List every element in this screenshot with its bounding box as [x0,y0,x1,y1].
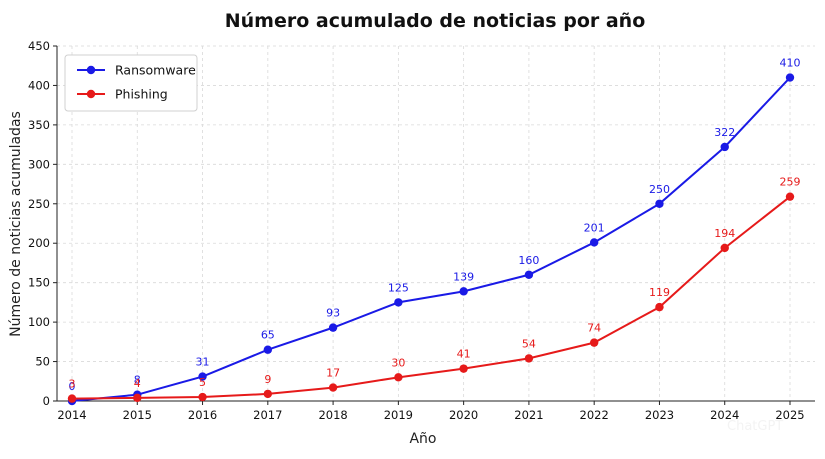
series-line-phishing [71,195,791,400]
data-label-ransomware: 160 [518,254,539,267]
legend-marker-ransomware [86,65,96,75]
data-label-phishing: 3 [69,378,76,391]
legend-label-ransomware: Ransomware [115,63,196,78]
data-label-ransomware: 125 [388,281,409,294]
x-tick-label: 2017 [253,408,282,422]
data-label-ransomware: 139 [453,270,474,283]
x-tick-label: 2020 [449,408,478,422]
data-point-ransomware [328,323,338,332]
y-tick-label: 300 [28,157,50,171]
chart-title: Número acumulado de noticias por año [225,10,646,32]
data-point-ransomware [459,287,468,296]
data-label-ransomware: 31 [196,356,210,369]
data-point-phishing [328,383,338,392]
x-tick-label: 2014 [57,408,86,422]
legend: Ransomware Phishing [64,54,198,112]
data-point-phishing [655,302,664,312]
data-point-ransomware [524,270,534,279]
x-tick-label: 2024 [710,408,739,422]
data-point-phishing [524,354,534,363]
data-point-phishing [589,338,599,347]
data-label-phishing: 259 [780,176,801,189]
data-point-ransomware [198,372,207,381]
y-tick-label: 100 [28,315,50,329]
data-label-ransomware: 250 [649,183,670,196]
data-label-phishing: 5 [199,376,206,389]
y-tick-label: 350 [28,118,50,132]
legend-marker-phishing [86,89,96,99]
data-label-ransomware: 93 [326,307,340,320]
data-label-phishing: 9 [264,373,271,386]
data-point-phishing [394,373,403,382]
data-label-phishing: 54 [522,337,536,350]
data-point-phishing [198,392,207,402]
series-lines [67,73,795,406]
data-label-phishing: 74 [587,322,601,335]
y-tick-label: 250 [28,197,50,211]
data-label-phishing: 194 [714,227,735,240]
data-point-ransomware [655,199,664,208]
data-label-ransomware: 0 [69,380,76,393]
axes [53,45,815,405]
data-point-phishing [133,393,142,403]
data-label-ransomware: 410 [780,57,801,70]
y-tick-label: 50 [35,355,50,369]
data-labels: 0 8 31 65 93 125 139 160 201 250 322 410 3 4 5 9 17 30 41 5… [69,57,801,393]
data-label-ransomware: 65 [261,329,275,342]
x-tick-label: 2021 [514,408,543,422]
data-label-ransomware: 322 [714,126,735,139]
data-point-phishing [459,364,468,373]
legend-label-phishing: Phishing [115,87,168,102]
data-label-ransomware: 8 [134,374,141,387]
y-tick-label: 150 [28,276,50,290]
x-tick-label: 2023 [645,408,674,422]
x-tick-label: 2015 [123,408,152,422]
data-point-phishing [720,243,729,253]
data-label-phishing: 41 [457,348,471,361]
x-tick-label: 2018 [318,408,347,422]
series-line-ransomware [71,76,791,402]
data-label-phishing: 119 [649,286,670,299]
y-tick-label: 0 [43,394,50,408]
data-point-ransomware [720,142,729,152]
data-label-phishing: 4 [134,377,141,390]
data-point-phishing [263,389,273,399]
y-tick-label: 200 [28,236,50,250]
data-point-ransomware [785,73,795,82]
y-tick-label: 400 [28,78,50,92]
data-point-ransomware [263,345,273,354]
data-point-phishing [67,394,77,403]
data-label-phishing: 30 [391,356,405,369]
x-tick-label: 2025 [775,408,804,422]
grid-lines [57,45,815,401]
y-tick-label: 450 [28,39,50,53]
data-label-ransomware: 201 [584,221,605,234]
x-axis-label: Año [409,431,436,447]
watermark: ChatGPT [727,419,783,434]
data-point-ransomware [394,298,403,307]
data-point-phishing [785,192,795,201]
data-point-ransomware [589,238,599,247]
data-label-phishing: 17 [326,367,340,380]
x-tick-label: 2019 [384,408,413,422]
x-tick-label: 2016 [188,408,217,422]
y-axis-label: Número de noticias acumuladas [8,111,24,337]
x-tick-label: 2022 [580,408,609,422]
